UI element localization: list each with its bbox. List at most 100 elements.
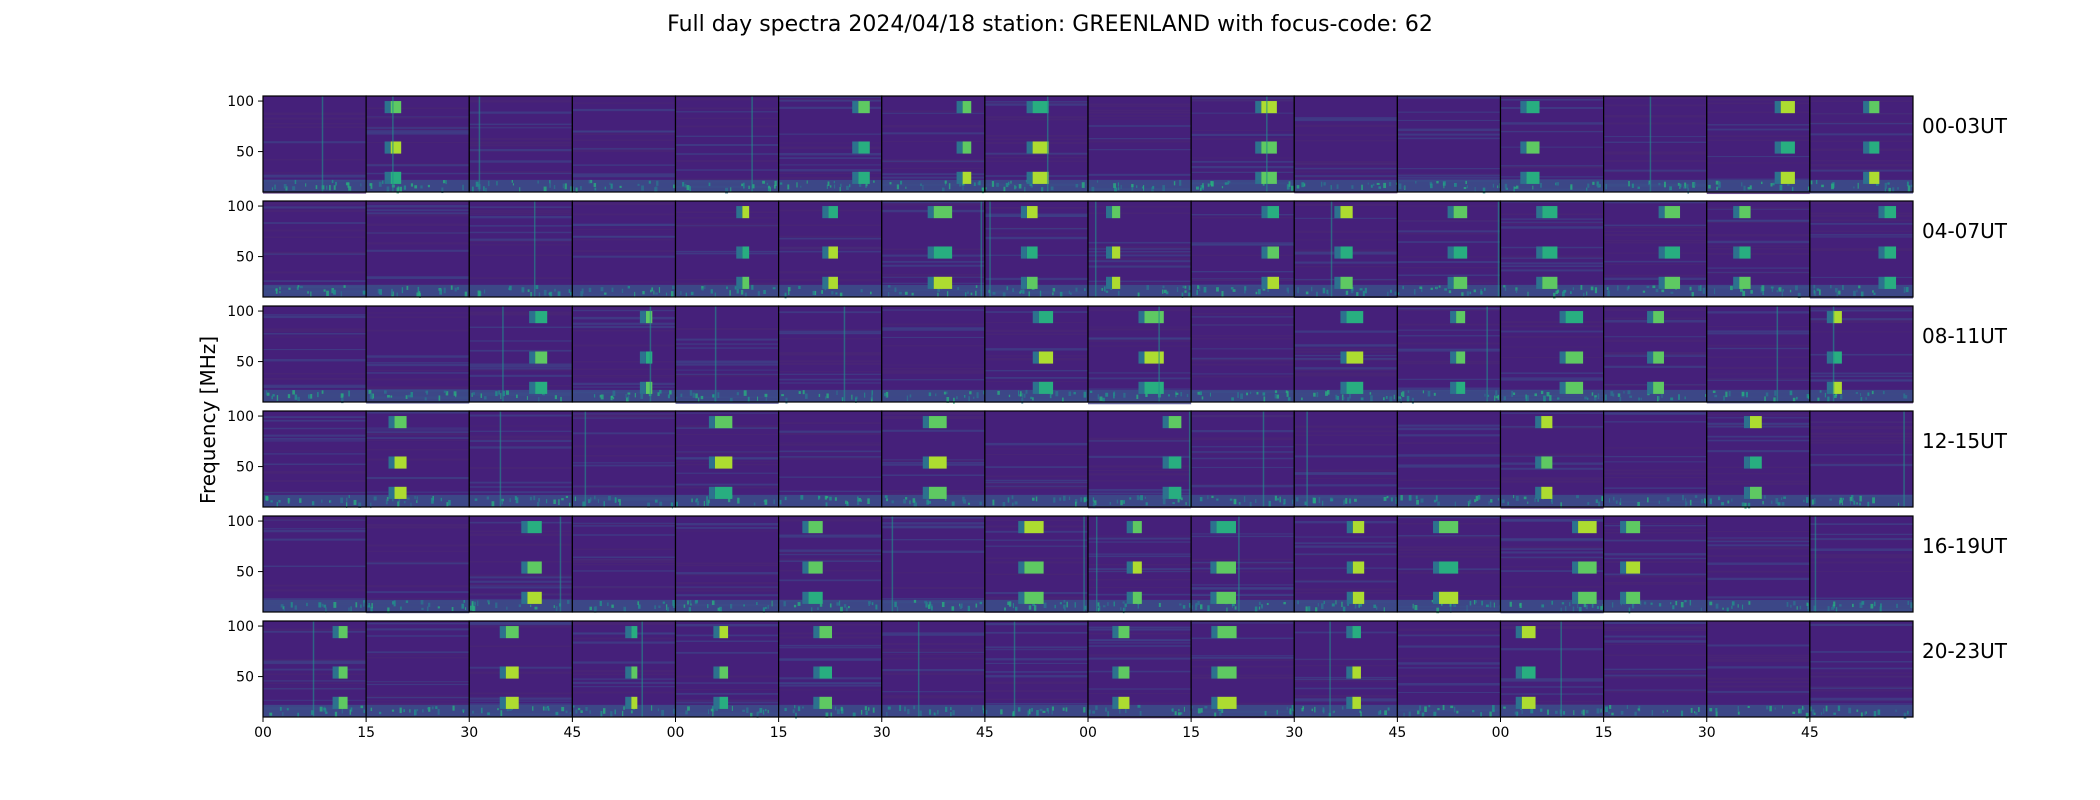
- spectrum-panel: [1603, 515, 1708, 614]
- chart-title: Full day spectra 2024/04/18 station: GRE…: [667, 12, 1433, 37]
- spectrum-panel: [1396, 620, 1502, 718]
- spectrum-panel: [1809, 515, 1914, 613]
- x-tick-label: 15: [770, 725, 788, 741]
- x-tick-label: 30: [460, 725, 478, 741]
- x-tick-label: 30: [1698, 725, 1716, 741]
- spectrum-panel: [1499, 200, 1605, 299]
- spectrum-panel: [468, 515, 573, 613]
- spectrum-panel: [262, 620, 367, 718]
- spectrum-panel: [1293, 515, 1398, 613]
- y-tick-label: 50: [236, 460, 254, 476]
- row-label: 08-11UT: [1922, 324, 2007, 348]
- spectrum-panel: [881, 305, 987, 404]
- spectrum-panel: [1087, 305, 1192, 405]
- spectrum-panel: [1087, 200, 1192, 298]
- y-tick-label: 100: [227, 199, 254, 215]
- y-tick-label: 100: [227, 514, 254, 530]
- spectrum-panel: [1190, 410, 1295, 508]
- row-label: 00-03UT: [1922, 114, 2007, 138]
- spectrum-panel: [881, 410, 986, 508]
- spectrum-panel: [1087, 95, 1192, 193]
- x-tick-label: 00: [254, 725, 272, 741]
- spectrum-panel: [1809, 620, 1914, 719]
- spectrum-panel: [1499, 515, 1606, 614]
- x-tick-label: 45: [1388, 725, 1406, 741]
- spectrum-panel: [984, 305, 1089, 404]
- spectrum-panel: [1396, 305, 1502, 404]
- spectrum-panel: [365, 95, 470, 194]
- spectrum-panel: [1499, 95, 1605, 193]
- y-tick-label: 100: [227, 409, 254, 425]
- spectrum-panel: [1499, 620, 1605, 718]
- x-tick-label: 00: [1079, 725, 1097, 741]
- spectrum-panel: [365, 410, 470, 509]
- spectrum-panel: [1809, 95, 1914, 194]
- x-tick-label: 45: [976, 725, 994, 741]
- spectrum-panel: [1190, 305, 1295, 403]
- spectrum-panel: [571, 305, 677, 403]
- y-tick-label: 50: [236, 355, 254, 371]
- spectrum-panel: [1190, 515, 1295, 613]
- spectrum-panel: [1603, 200, 1708, 298]
- spectrum-panel: [984, 620, 1089, 718]
- x-tick-label: 45: [1801, 725, 1819, 741]
- x-tick-label: 30: [1285, 725, 1303, 741]
- spectrum-panel: [1396, 95, 1502, 194]
- spectrum-panel: [984, 95, 1089, 193]
- spectrum-panel: [262, 200, 367, 298]
- row-label: 16-19UT: [1922, 534, 2007, 558]
- spectrum-panel: [778, 410, 883, 508]
- x-tick-label: 00: [667, 725, 685, 741]
- spectrum-panel: [1293, 95, 1400, 194]
- y-tick-label: 50: [236, 565, 254, 581]
- spectrum-panel: [1706, 305, 1812, 404]
- y-tick-label: 100: [227, 304, 254, 320]
- spectrum-panel: [1706, 410, 1811, 509]
- spectrum-panel: [468, 200, 573, 298]
- spectrum-panel: [1190, 95, 1295, 193]
- spectrum-panel: [881, 620, 986, 718]
- spectrum-panel: [881, 95, 986, 194]
- spectrum-panel: [1603, 620, 1709, 718]
- spectrum-panel: [1396, 200, 1502, 298]
- spectrum-panel: [1809, 305, 1914, 404]
- x-tick-label: 15: [1595, 725, 1613, 741]
- spectrum-panel: [1293, 620, 1398, 718]
- spectrum-panel: [778, 305, 883, 404]
- spectrum-panel: [468, 305, 576, 403]
- row-label: 20-23UT: [1922, 639, 2007, 663]
- row-label: 04-07UT: [1922, 219, 2007, 243]
- spectrum-panel: [365, 515, 470, 614]
- spectrum-panel: [778, 95, 883, 193]
- spectrum-panel: [1190, 200, 1296, 298]
- spectrum-panel: [262, 95, 367, 194]
- spectrum-panel: [674, 515, 780, 613]
- spectrum-panel: [1396, 515, 1502, 614]
- spectrum-panel: [1087, 410, 1192, 509]
- x-tick-label: 45: [563, 725, 581, 741]
- spectrum-panel: [778, 515, 885, 613]
- spectrum-panel: [571, 410, 677, 509]
- spectrum-panel: [571, 95, 677, 193]
- spectrum-panel: [1809, 200, 1914, 299]
- spectrum-panel: [468, 95, 573, 193]
- spectrum-panel: [1603, 95, 1708, 194]
- spectrum-panel: [674, 200, 780, 298]
- spectrum-panel: [674, 410, 781, 508]
- spectrum-panel: [262, 305, 367, 404]
- spectrum-panel: [1499, 410, 1605, 509]
- spectrum-panel: [1706, 95, 1811, 195]
- spectrum-panel: [778, 620, 883, 719]
- row-label: 12-15UT: [1922, 429, 2007, 453]
- spectrum-panel: [1087, 620, 1193, 719]
- spectrum-panel: [1087, 515, 1192, 614]
- spectrum-panel: [674, 305, 780, 404]
- spectrum-panel: [1293, 305, 1398, 403]
- spectrum-panel: [1499, 305, 1605, 403]
- y-tick-label: 50: [236, 250, 254, 266]
- spectrum-panel: [1706, 200, 1811, 299]
- spectrum-panel: [262, 410, 367, 508]
- spectrum-panel: [262, 515, 369, 613]
- spectrum-panel: [1706, 620, 1812, 719]
- y-tick-label: 100: [227, 94, 254, 110]
